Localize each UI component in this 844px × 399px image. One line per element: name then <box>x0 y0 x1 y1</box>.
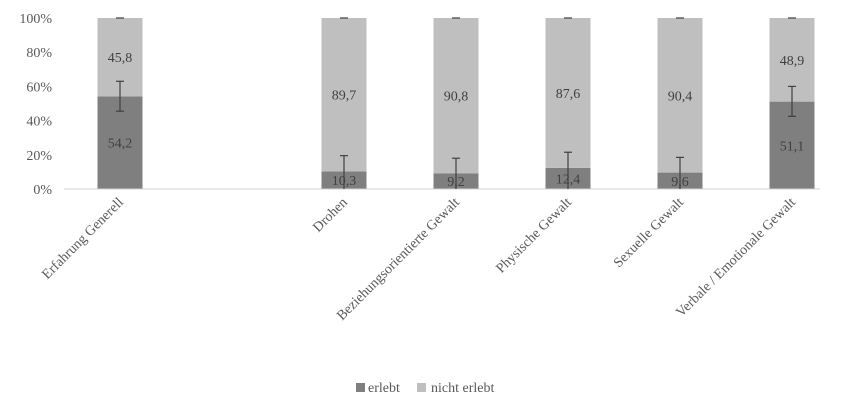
y-tick-label: 0% <box>33 183 52 198</box>
bar-nicht-erlebt <box>321 18 367 172</box>
value-label-erlebt: 54,2 <box>108 137 133 152</box>
x-tick-label: Physische Gewalt <box>494 195 575 276</box>
y-tick-label: 80% <box>26 46 52 61</box>
bar-nicht-erlebt <box>433 18 479 174</box>
x-tick-label: Drohen <box>311 195 351 235</box>
value-label-nicht-erlebt: 45,8 <box>108 51 133 66</box>
x-tick-label: Erfahrung Generell <box>40 195 127 282</box>
value-label-nicht-erlebt: 87,6 <box>556 87 581 102</box>
value-label-erlebt: 9,2 <box>447 175 465 190</box>
x-axis-category-labels: Erfahrung Generell DrohenBeziehungsorient… <box>40 195 799 324</box>
x-tick-label: Verbale / Emotionale Gewalt <box>674 195 799 320</box>
value-label-nicht-erlebt: 90,4 <box>668 89 693 104</box>
y-axis-tick-labels: 0% 20% 40% 60% 80% 100% <box>19 12 52 198</box>
y-tick-label: 60% <box>26 80 52 95</box>
value-label-erlebt: 9,6 <box>671 175 689 190</box>
x-tick-label: Beziehungsorientierte Gewalt <box>334 195 463 324</box>
y-tick-label: 20% <box>26 149 52 164</box>
value-label-erlebt: 51,1 <box>780 139 805 154</box>
legend-label-erlebt: erlebt <box>368 381 400 396</box>
y-tick-label: 40% <box>26 115 52 130</box>
value-label-erlebt: 10,3 <box>332 174 357 189</box>
legend-swatch-nicht-erlebt <box>417 383 426 392</box>
legend-label-nicht-erlebt: nicht erlebt <box>431 381 494 396</box>
bar-nicht-erlebt <box>545 18 591 168</box>
bar-nicht-erlebt <box>657 18 703 173</box>
value-label-nicht-erlebt: 48,9 <box>780 54 805 69</box>
value-label-nicht-erlebt: 89,7 <box>332 89 357 104</box>
value-label-nicht-erlebt: 90,8 <box>444 90 469 105</box>
x-tick-label: Sexuelle Gewalt <box>611 195 687 271</box>
value-label-erlebt: 12,4 <box>556 172 581 187</box>
bars <box>97 18 815 189</box>
value-labels: 54,2 45,8 10,3 89,7 9,2 90,8 12,4 87,6 9,6 90,4 51… <box>108 51 805 190</box>
legend-swatch-erlebt <box>356 383 365 392</box>
legend: erlebt nicht erlebt <box>356 381 494 396</box>
y-tick-label: 100% <box>19 12 52 27</box>
error-bars <box>116 17 796 189</box>
